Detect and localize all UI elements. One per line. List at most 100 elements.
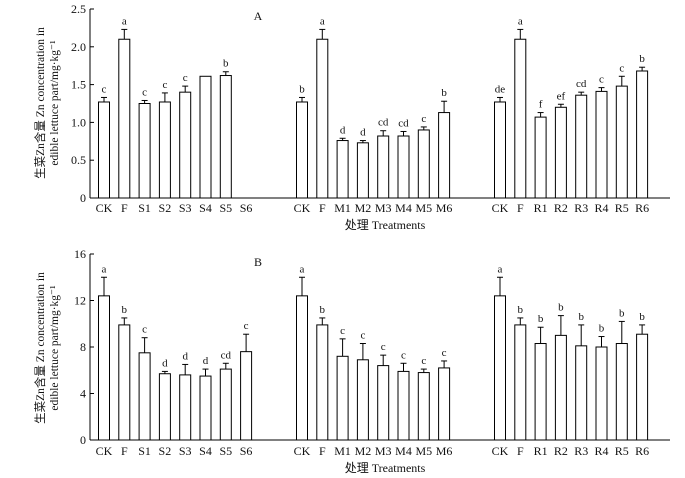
panel-a-bar: [595, 90, 608, 199]
panel-a-significance-label: f: [539, 99, 543, 111]
panel-b-significance-label: b: [122, 304, 128, 316]
panel-a-significance-label: a: [122, 15, 127, 27]
panel-b-x-tick-label: F: [517, 444, 524, 458]
panel-b-y-tick-label: 4: [80, 387, 86, 401]
panel-a-x-tick-label: CK: [492, 201, 509, 215]
panel-a-chart: 0 0.5 1.0 1.5 2.0 2.5 Ac CK a Fc S1 c S2 c S3 S4 b S5 S6 b C…: [33, 2, 670, 232]
panel-a-bar: [494, 101, 506, 199]
panel-b-x-tick-label: R5: [615, 444, 629, 458]
panel-a-x-tick-label: M2: [355, 201, 372, 215]
panel-a-bar: [397, 135, 410, 199]
panel-b-significance-label: b: [558, 302, 564, 314]
panel-a-bar: [514, 38, 527, 199]
panel-a-bar: [296, 101, 308, 199]
panel-b-x-tick-label: M1: [334, 444, 351, 458]
panel-b-bar: [575, 345, 588, 441]
panel-b-x-tick-label: S3: [179, 444, 192, 458]
panel-a-bar: [554, 106, 567, 199]
panel-b-y-tick-label: 12: [74, 294, 86, 308]
panel-b-x-tick-label: S4: [199, 444, 212, 458]
panel-b-x-tick-label: M4: [395, 444, 412, 458]
panel-b-x-tick-label: M5: [415, 444, 432, 458]
panel-b-x-tick-label: F: [319, 444, 326, 458]
panel-a-significance-label: b: [223, 58, 229, 70]
panel-a-bar: [417, 129, 430, 199]
panel-a-x-tick-label: S2: [159, 201, 172, 215]
panel-a-y-axis-title: 生菜Zn含量 Zn concentration in: [33, 27, 47, 179]
panel-b-significance-label: cd: [221, 349, 232, 361]
panel-a-x-tick-label: F: [319, 201, 326, 215]
panel-a-x-tick-label: S6: [240, 201, 253, 215]
panel-a-x-tick-label: R5: [615, 201, 629, 215]
panel-a-bar: [438, 112, 451, 199]
panel-b-y-axis-title: 生菜Zn含量 Zn concentration in: [33, 272, 47, 424]
panel-a-y-tick-label: 1.5: [71, 78, 86, 92]
panel-b-x-tick-label: R4: [594, 444, 608, 458]
panel-b-bar: [138, 352, 151, 441]
panel-a-x-tick-label: M4: [395, 201, 412, 215]
panel-a-significance-label: b: [299, 83, 305, 95]
panel-a-bar: [356, 142, 369, 199]
panel-a-significance-label: cd: [378, 117, 389, 129]
panel-a-bar: [377, 135, 390, 199]
panel-a-bar: [336, 140, 349, 199]
panel-b-significance-label: b: [578, 311, 584, 323]
panel-a-significance-label: cd: [398, 117, 409, 129]
panel-a-bar: [158, 101, 171, 199]
panel-a-x-tick-label: M6: [436, 201, 453, 215]
panel-a-significance-label: c: [162, 79, 167, 91]
panel-b-bar: [514, 324, 527, 441]
panel-b-bar: [356, 359, 369, 441]
panel-a-bar: [615, 85, 628, 199]
panel-b-y-tick-label: 8: [80, 340, 86, 354]
panel-b-significance-label: c: [244, 320, 249, 332]
panel-b-significance-label: c: [360, 330, 365, 342]
panel-b-bar: [494, 295, 506, 441]
panel-b-significance-label: b: [619, 307, 625, 319]
panel-b-bar: [179, 374, 192, 441]
panel-a-bar: [98, 101, 110, 199]
panel-a-bar: [118, 38, 131, 199]
panel-a-x-tick-label: CK: [294, 201, 311, 215]
panel-b-bar: [199, 375, 212, 441]
panel-b-bar: [98, 295, 110, 441]
panel-b-significance-label: d: [162, 357, 168, 369]
panel-b-x-tick-label: R6: [635, 444, 649, 458]
panel-b-bar: [554, 334, 567, 441]
panel-b-significance-label: b: [599, 323, 605, 335]
panel-b-x-tick-label: M2: [355, 444, 372, 458]
panel-b-bar: [240, 351, 253, 441]
panel-b-significance-label: a: [300, 263, 305, 275]
panel-b-x-tick-label: CK: [294, 444, 311, 458]
panel-a-significance-label: ef: [557, 90, 566, 102]
panel-a-significance-label: a: [320, 15, 325, 27]
panel-a-x-tick-label: R3: [574, 201, 588, 215]
panel-a-x-tick-label: S5: [219, 201, 232, 215]
panel-a-x-tick-label: F: [121, 201, 128, 215]
panel-a-significance-label: de: [495, 83, 506, 95]
panel-b-bar: [158, 373, 171, 441]
panel-a-bar: [316, 38, 329, 199]
panel-b-x-tick-label: S6: [240, 444, 253, 458]
panel-b-significance-label: c: [401, 349, 406, 361]
panel-b-bar: [615, 343, 628, 441]
panel-b-bar: [397, 370, 410, 441]
panel-a-significance-label: c: [599, 74, 604, 86]
panel-a-panel-label: A: [254, 9, 263, 23]
panel-a-significance-label: c: [102, 83, 107, 95]
panel-b-significance-label: d: [203, 355, 209, 367]
panel-b-bar: [296, 295, 308, 441]
panel-b-significance-label: c: [442, 347, 447, 359]
panel-b-x-tick-label: S1: [138, 444, 151, 458]
panel-b-significance-label: c: [421, 355, 426, 367]
panel-b-significance-label: b: [518, 304, 524, 316]
panel-b-y-tick-label: 0: [80, 433, 86, 447]
panel-b-bar: [595, 346, 608, 441]
panel-b-significance-label: a: [102, 263, 107, 275]
panel-a-y-tick-label: 2.0: [71, 40, 86, 54]
panel-a-x-tick-label: CK: [96, 201, 113, 215]
panel-a-significance-label: b: [441, 87, 447, 99]
panel-b-x-tick-label: S5: [219, 444, 232, 458]
panel-a-y-tick-label: 1.0: [71, 115, 86, 129]
panel-a-bar: [179, 91, 192, 199]
